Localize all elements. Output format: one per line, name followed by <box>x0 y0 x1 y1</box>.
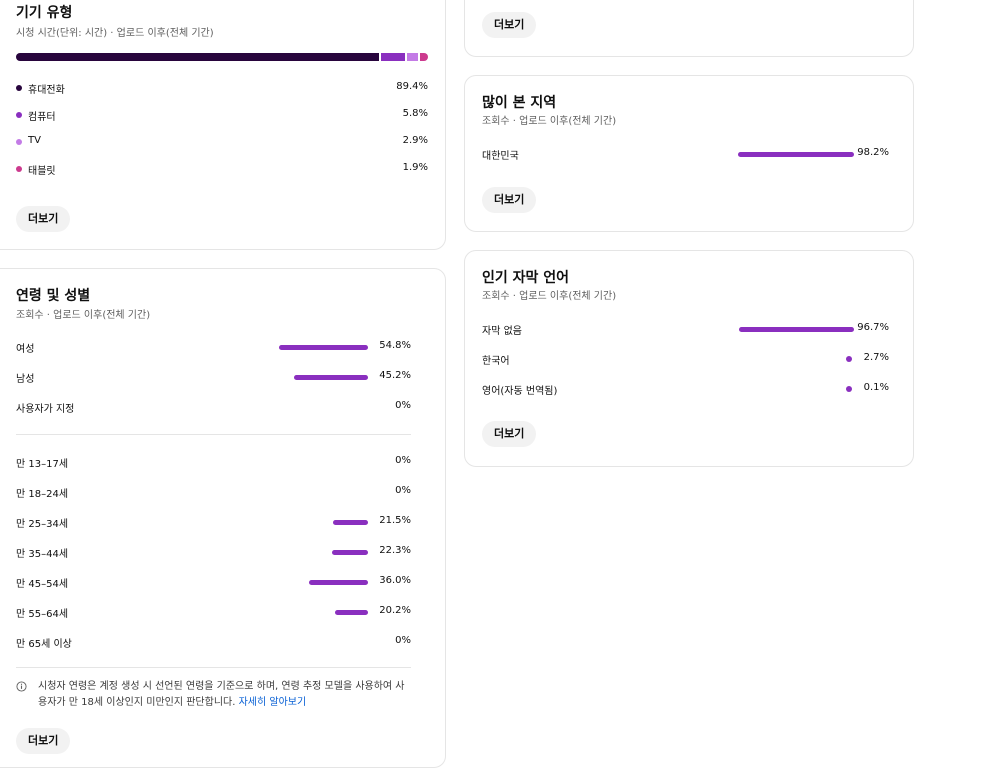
age-row-label: 만 35–44세 <box>16 549 69 560</box>
device-segment-3 <box>420 53 428 61</box>
device-type-title: 기기 유형 <box>16 5 73 21</box>
gender-row-value: 45.2% <box>379 370 411 381</box>
geo-row-bar <box>738 152 854 157</box>
subtitle-language-row-dot <box>846 356 852 362</box>
age-row-bar <box>332 520 368 525</box>
age-row-label: 만 55–64세 <box>16 609 69 620</box>
age-note: 시청자 연령은 계정 생성 시 선언된 연령을 기준으로 하며, 연령 추정 모… <box>38 679 413 711</box>
subtitle-language-row-dot <box>846 386 852 392</box>
gender-row: 여성 54.8% <box>16 337 411 357</box>
age-row: 만 13–17세 0% <box>16 452 411 472</box>
subtitle-language-row-bar <box>738 327 854 332</box>
age-row-value: 21.5% <box>379 515 411 526</box>
age-row: 만 45–54세 36.0% <box>16 572 411 592</box>
device-legend-value: 2.9% <box>402 135 428 146</box>
device-legend-label: 태블릿 <box>28 166 56 177</box>
device-legend-value: 1.9% <box>402 162 428 173</box>
device-legend-label: 휴대전화 <box>28 85 65 96</box>
age-row-label: 만 45–54세 <box>16 579 69 590</box>
gender-row: 남성 45.2% <box>16 367 411 387</box>
age-row-value: 0% <box>395 455 411 466</box>
subtitle-language-row-value: 96.7% <box>857 322 889 333</box>
geo-row: 대한민국 98.2% <box>482 144 889 164</box>
device-legend-dot <box>16 166 22 172</box>
age-row-label: 만 65세 이상 <box>16 639 72 650</box>
age-gender-card: 연령 및 성별 조회수 · 업로드 이후(전체 기간) 여성 54.8% 남성 45.… <box>0 268 446 768</box>
age-gender-subtitle: 조회수 · 업로드 이후(전체 기간) <box>16 310 151 321</box>
age-row-bar <box>331 550 368 555</box>
subtitle-languages-subtitle: 조회수 · 업로드 이후(전체 기간) <box>482 291 617 302</box>
device-legend-value: 5.8% <box>402 108 428 119</box>
age-row-label: 만 25–34세 <box>16 519 69 530</box>
device-legend-row: TV 2.9% <box>16 132 428 152</box>
geo-row-value: 98.2% <box>857 147 889 158</box>
device-legend-label: TV <box>28 135 41 146</box>
gender-row-value: 0% <box>395 400 411 411</box>
device-legend-dot <box>16 85 22 91</box>
age-note-divider <box>16 667 411 668</box>
age-row: 만 25–34세 21.5% <box>16 512 411 532</box>
age-gender-title: 연령 및 성별 <box>16 288 91 304</box>
age-note-text: 시청자 연령은 계정 생성 시 선언된 연령을 기준으로 하며, 연령 추정 모… <box>38 681 405 708</box>
device-segment-2 <box>406 53 419 61</box>
subtitle-language-row-value: 0.1% <box>863 382 889 393</box>
subtitle-language-row: 영어(자동 번역됨) 0.1% <box>482 379 889 399</box>
age-row-bar <box>335 610 368 615</box>
subtitle-language-row-label: 자막 없음 <box>482 326 522 337</box>
device-legend-row: 태블릿 1.9% <box>16 159 428 179</box>
geo-row-label: 대한민국 <box>482 151 519 162</box>
gender-row-value: 54.8% <box>379 340 411 351</box>
age-gender-more-button[interactable]: 더보기 <box>16 728 71 754</box>
subtitle-languages-card: 인기 자막 언어 조회수 · 업로드 이후(전체 기간) 자막 없음 96.7% 한… <box>464 250 914 467</box>
age-gender-divider <box>16 434 411 435</box>
age-row-value: 22.3% <box>379 545 411 556</box>
device-legend-value: 89.4% <box>396 81 428 92</box>
top-geographies-title: 많이 본 지역 <box>482 95 557 111</box>
device-legend-dot <box>16 139 22 145</box>
device-type-stacked-bar <box>16 53 428 61</box>
device-type-subtitle: 시청 시간(단위: 시간) · 업로드 이후(전체 기간) <box>16 28 214 39</box>
device-type-card: 기기 유형 시청 시간(단위: 시간) · 업로드 이후(전체 기간) 휴대전화… <box>0 0 446 250</box>
subtitle-language-row: 자막 없음 96.7% <box>482 319 889 339</box>
subtitle-languages-title: 인기 자막 언어 <box>482 270 570 286</box>
gender-row-label: 사용자가 지정 <box>16 404 75 415</box>
gender-row-bar <box>294 375 368 380</box>
gender-row-label: 남성 <box>16 374 35 385</box>
age-row-value: 36.0% <box>379 575 411 586</box>
age-row-value: 0% <box>395 635 411 646</box>
gender-row: 사용자가 지정 0% <box>16 397 411 417</box>
age-row: 만 55–64세 20.2% <box>16 602 411 622</box>
subtitle-language-row-value: 2.7% <box>863 352 889 363</box>
top-right-card: 더보기 <box>464 0 914 57</box>
age-row-value: 0% <box>395 485 411 496</box>
age-row-value: 20.2% <box>379 605 411 616</box>
device-legend-dot <box>16 112 22 118</box>
gender-row-label: 여성 <box>16 344 35 355</box>
subtitle-language-row-label: 한국어 <box>482 356 510 367</box>
learn-more-link[interactable]: 자세히 알아보기 <box>238 697 307 708</box>
top-geographies-subtitle: 조회수 · 업로드 이후(전체 기간) <box>482 116 617 127</box>
subtitle-languages-more-button[interactable]: 더보기 <box>482 421 537 447</box>
age-row-label: 만 13–17세 <box>16 459 69 470</box>
age-row: 만 18–24세 0% <box>16 482 411 502</box>
device-type-more-button[interactable]: 더보기 <box>16 206 71 232</box>
age-row: 만 65세 이상 0% <box>16 632 411 652</box>
top-right-more-button[interactable]: 더보기 <box>482 12 537 38</box>
device-legend-row: 컴퓨터 5.8% <box>16 105 428 125</box>
subtitle-language-row-label: 영어(자동 번역됨) <box>482 386 558 397</box>
age-row: 만 35–44세 22.3% <box>16 542 411 562</box>
top-geographies-card: 많이 본 지역 조회수 · 업로드 이후(전체 기간) 대한민국 98.2% 더보… <box>464 75 914 232</box>
device-segment-0 <box>16 53 379 61</box>
device-legend-row: 휴대전화 89.4% <box>16 78 428 98</box>
info-icon <box>16 681 27 692</box>
subtitle-language-row: 한국어 2.7% <box>482 349 889 369</box>
age-row-bar <box>309 580 368 585</box>
gender-row-bar <box>278 345 368 350</box>
top-geographies-more-button[interactable]: 더보기 <box>482 187 537 213</box>
device-legend-label: 컴퓨터 <box>28 112 56 123</box>
device-segment-1 <box>380 53 405 61</box>
age-row-label: 만 18–24세 <box>16 489 69 500</box>
